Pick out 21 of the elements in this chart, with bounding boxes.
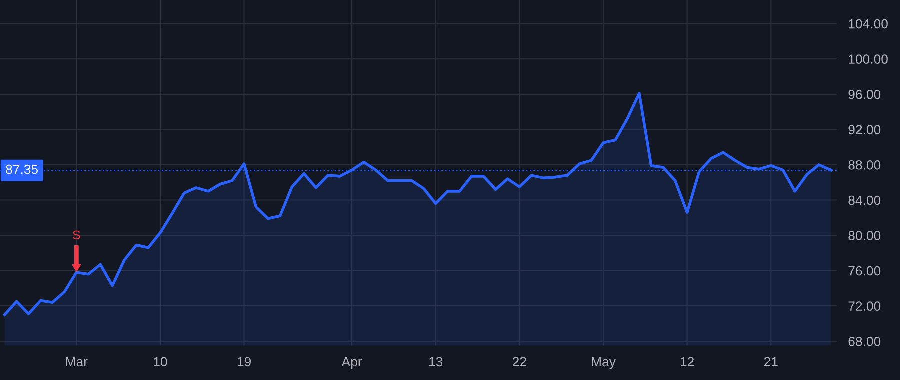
- ref-line-label: 87.35: [6, 164, 38, 174]
- x-tick-label: 21: [764, 357, 778, 366]
- x-tick-label: Mar: [66, 357, 88, 367]
- y-tick-label: 84.00: [848, 196, 881, 206]
- x-tick-label: 22: [513, 357, 526, 366]
- x-tick-label: 19: [238, 357, 251, 367]
- y-tick-label: 96.00: [848, 90, 881, 100]
- y-tick-label: 72.00: [848, 302, 881, 312]
- annotation: S: [73, 230, 80, 240]
- y-tick-label: 76.00: [848, 266, 881, 276]
- x-tick-label: Apr: [342, 357, 362, 370]
- x-tick-label: May: [592, 357, 616, 370]
- y-tick-label: 100.00: [849, 54, 888, 64]
- x-tick-label: 13: [430, 357, 443, 367]
- y-tick-label: 104.00: [849, 19, 888, 29]
- x-tick-label: 10: [154, 357, 168, 367]
- y-tick-label: 68.00: [848, 336, 881, 346]
- y-tick-label: 92.00: [848, 125, 881, 135]
- y-tick-label: 80.00: [848, 231, 881, 240]
- x-tick-label: 12: [680, 357, 694, 366]
- y-tick-label: 88.00: [848, 160, 881, 170]
